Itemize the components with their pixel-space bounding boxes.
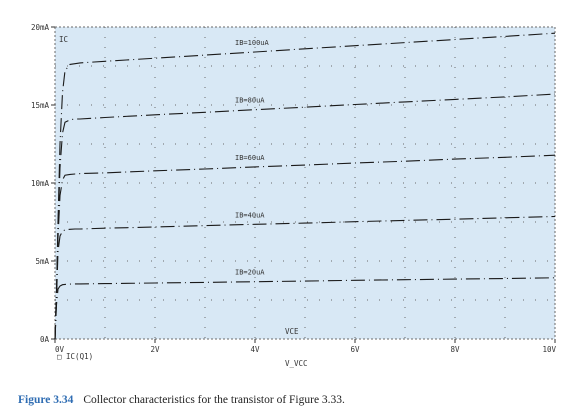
series-label: IB=60uA	[235, 154, 265, 162]
series-line	[54, 32, 556, 340]
x-tick-label: 6V	[350, 345, 360, 354]
axes	[51, 26, 556, 343]
series-label: IB=40uA	[235, 211, 265, 219]
legend-entry: □ IC(Q1)	[57, 352, 93, 361]
plot-area	[55, 27, 555, 339]
y-axis-annotation: IC	[59, 35, 68, 44]
x-tick-label: 0V	[55, 345, 65, 354]
series-label: IB=80uA	[235, 97, 265, 105]
x-tick-label: 8V	[450, 345, 460, 354]
y-tick-label: 0A	[40, 335, 50, 344]
figure-caption: Figure 3.34 Collector characteristics for…	[18, 394, 345, 406]
collector-characteristics-chart: 0A 5mA 10mA 15mA 20mA 0V 2V 4V 6V 8V 10V IB=100uA IB…	[31, 23, 557, 368]
y-tick-label: 20mA	[31, 23, 50, 32]
x-tick-label: 2V	[150, 345, 160, 354]
x-tick-label: 4V	[250, 345, 260, 354]
series-line	[54, 215, 556, 340]
x-axis-annotation: VCE	[285, 327, 299, 336]
series-line	[54, 93, 556, 340]
x-axis-label: V_VCC	[285, 359, 308, 368]
figure-caption-text: Collector characteristics for the transi…	[83, 394, 345, 406]
labels: 0A 5mA 10mA 15mA 20mA 0V 2V 4V 6V 8V 10V IB=100uA IB…	[31, 23, 557, 368]
y-tick-label: 15mA	[31, 101, 50, 110]
y-tick-label: 10mA	[31, 179, 50, 188]
series-label: IB=20uA	[235, 269, 265, 277]
x-tick-label: 10V	[542, 345, 556, 354]
figure-label: Figure 3.34	[18, 394, 74, 406]
series-line	[54, 154, 556, 340]
series-label: IB=100uA	[235, 39, 270, 47]
series-group	[54, 32, 556, 340]
y-tick-label: 5mA	[35, 257, 49, 266]
grid	[55, 27, 555, 339]
series-line	[54, 277, 556, 340]
